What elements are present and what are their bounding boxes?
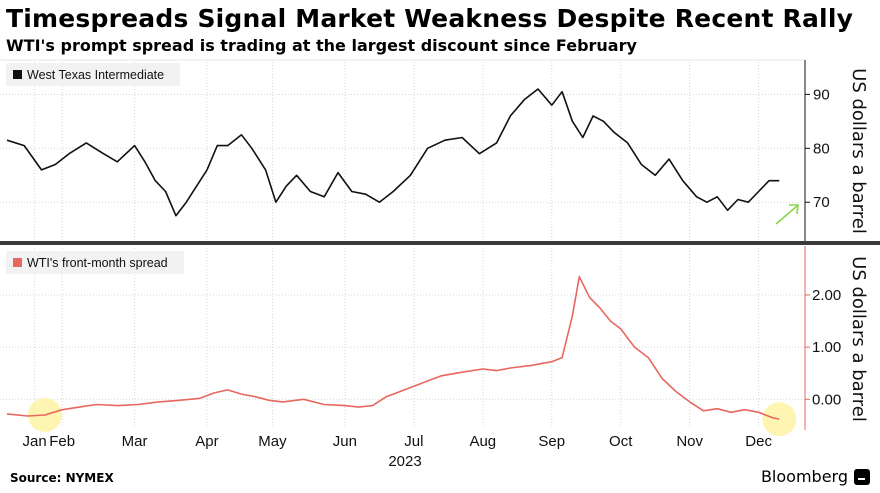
xtick-label-jan: Jan [22, 433, 46, 450]
xtick-label-nov: Nov [676, 433, 703, 450]
xtick-label-jul: Jul [404, 433, 423, 450]
spread-ytick-label-2: 2.00 [812, 287, 841, 304]
spread-legend-label: WTI's front-month spread [27, 256, 168, 270]
wti-price-line [6, 88, 780, 217]
wti-ytick-label-0: 70 [813, 194, 830, 211]
spread-line [6, 275, 780, 420]
x-axis-year-label: 2023 [388, 453, 421, 470]
source-note: Source: NYMEX [10, 471, 114, 485]
xtick-label-may: May [258, 433, 287, 450]
wti-gridlines [0, 62, 805, 240]
spread-gridlines [0, 248, 805, 428]
xtick-label-oct: Oct [609, 433, 633, 450]
spread-legend-swatch [13, 258, 22, 267]
rally-arrow-annotation [775, 204, 799, 225]
wti-ytick-label-2: 90 [813, 86, 830, 103]
chart-subtitle: WTI's prompt spread is trading at the la… [6, 36, 637, 55]
wti-ytick-label-1: 80 [813, 140, 830, 157]
xtick-label-mar: Mar [122, 433, 148, 450]
spread-ytick-label-1: 1.00 [812, 339, 841, 356]
spread-legend: WTI's front-month spread [6, 251, 184, 274]
highlight-december-circle [762, 402, 797, 437]
wti-legend-label: West Texas Intermediate [27, 68, 164, 82]
wti-legend-swatch [13, 70, 22, 79]
xtick-label-aug: Aug [469, 433, 496, 450]
xtick-label-feb: Feb [49, 433, 75, 450]
spread-ytick-label-0: 0.00 [812, 391, 841, 408]
spread-y-axis-label: US dollars a barrel [848, 256, 869, 422]
bloomberg-badge-icon [854, 469, 870, 485]
bloomberg-logo: Bloomberg [760, 467, 848, 486]
wti-y-axis-label: US dollars a barrel [848, 68, 869, 234]
chart-title: Timespreads Signal Market Weakness Despi… [6, 4, 854, 33]
xtick-label-apr: Apr [195, 433, 218, 450]
xtick-label-jun: Jun [333, 433, 357, 450]
xtick-label-sep: Sep [538, 433, 565, 450]
xtick-label-dec: Dec [745, 433, 772, 450]
wti-legend: West Texas Intermediate [6, 63, 180, 86]
